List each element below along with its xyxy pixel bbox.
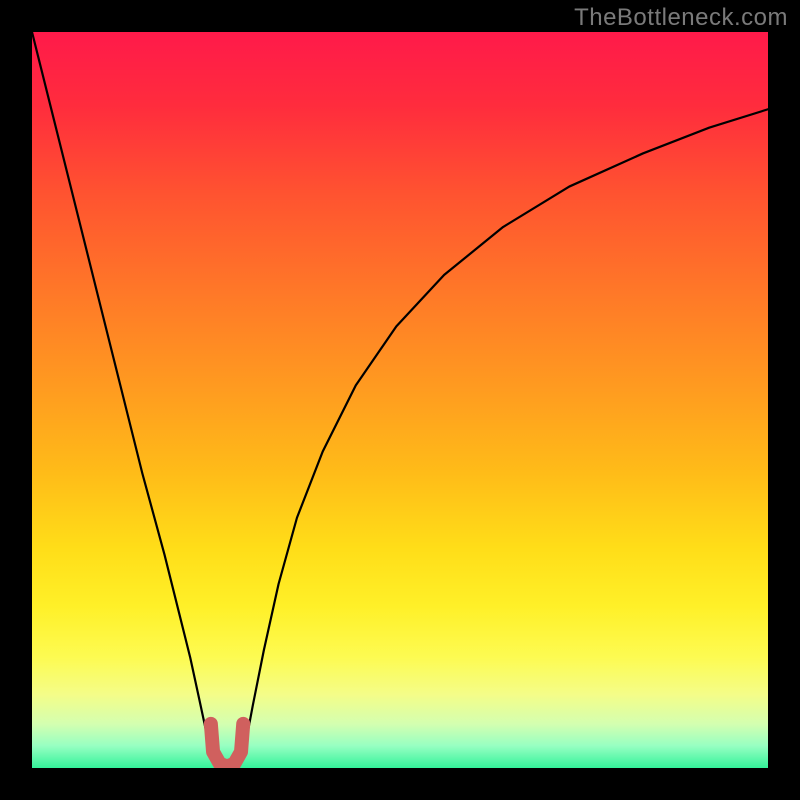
gradient-background [32, 32, 768, 768]
chart-frame: TheBottleneck.com [0, 0, 800, 800]
watermark-text: TheBottleneck.com [574, 4, 788, 32]
plot-area [32, 32, 768, 768]
chart-svg [32, 32, 768, 768]
